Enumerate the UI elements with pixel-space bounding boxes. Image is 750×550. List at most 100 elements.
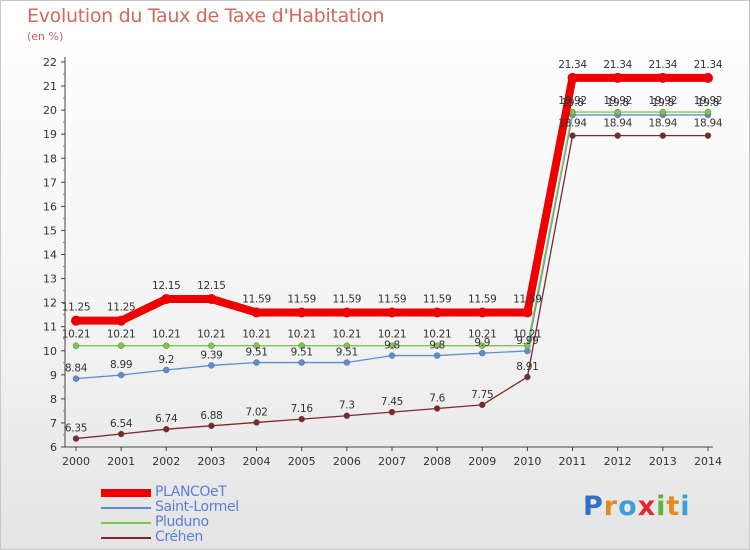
y-tick-label: 8 [50,393,57,406]
data-point [479,342,486,349]
chart-title: Evolution du Taux de Taxe d'Habitation [27,5,385,27]
data-point [567,72,578,83]
data-label: 19.8 [697,97,719,109]
data-point [614,108,621,116]
data-point [253,342,260,349]
data-point [479,349,486,357]
data-label: 7.6 [429,393,445,405]
proxiti-logo: Proxiti [583,491,691,522]
data-label: 9.8 [429,340,445,352]
chart-legend: PLANCOeT Saint-Lormel Pluduno Créhen [101,484,361,545]
legend-item-plancoet: PLANCOeT [101,484,361,500]
data-point [522,307,533,318]
y-tick-label: 12 [43,297,57,310]
data-point [657,72,668,83]
x-tick-label: 2007 [378,455,406,468]
y-tick-label: 9 [50,369,57,382]
data-point [702,72,713,83]
data-point [659,132,667,139]
data-label: 10.21 [287,329,316,341]
y-tick-label: 18 [43,152,57,165]
data-label: 10.21 [333,329,362,341]
data-label: 7.45 [381,396,403,408]
data-point [433,342,441,349]
data-label: 19.92 [694,95,723,107]
y-tick-label: 15 [43,224,57,237]
x-tick-label: 2008 [423,455,451,468]
data-label: 11.59 [333,293,362,305]
x-tick-label: 2013 [649,455,677,468]
data-point [524,342,531,349]
data-label: 10.21 [197,329,226,341]
data-label: 11.59 [513,293,542,305]
data-label: 7.75 [471,389,493,401]
x-tick-label: 2012 [604,455,632,468]
legend-label: Pluduno [155,514,209,530]
data-label: 21.34 [603,59,632,71]
data-label: 9.2 [158,354,174,366]
data-label: 10.21 [152,329,181,341]
x-tick-label: 2009 [468,455,496,468]
data-label: 11.59 [378,293,407,305]
data-label: 12.15 [152,280,181,292]
data-label: 9.39 [200,349,222,361]
data-point [163,366,170,374]
legend-swatch [101,537,151,539]
data-label: 6.35 [65,423,87,435]
x-tick-label: 2001 [107,455,135,468]
data-label: 9.99 [516,335,538,347]
data-label: 18.94 [558,118,587,130]
data-point [704,108,712,116]
data-label: 9.51 [291,347,313,359]
x-tick-label: 2006 [333,455,361,468]
data-point [388,352,396,359]
y-tick-label: 22 [43,56,57,69]
data-label: 6.88 [200,410,222,422]
data-label: 6.74 [155,413,178,425]
data-label: 8.84 [65,363,88,375]
data-point [386,307,397,318]
legend-label: PLANCOeT [155,484,227,500]
logo-letter: r [603,491,619,522]
data-point [659,108,667,116]
data-point [71,315,81,326]
data-point [477,307,488,318]
legend-swatch [101,507,151,509]
data-point [117,371,125,379]
data-point [388,408,396,416]
data-point [163,342,170,349]
data-point [432,307,443,318]
data-label: 19.8 [607,97,629,109]
data-label: 10.21 [468,329,497,341]
logo-letter: o [618,491,638,522]
data-label: 11.25 [62,302,91,314]
logo-letter: i [656,491,667,522]
data-point [479,401,486,409]
data-label: 11.59 [242,293,271,305]
data-point [163,425,170,433]
data-point [251,307,262,318]
data-point [253,419,260,426]
data-label: 10.21 [107,329,136,341]
x-tick-label: 2003 [197,455,225,468]
data-label: 7.3 [339,400,355,412]
data-point [72,342,80,349]
x-tick-label: 2010 [513,455,541,468]
x-tick-label: 2014 [694,455,722,468]
data-point [72,375,80,382]
data-label: 21.34 [694,59,723,71]
y-tick-label: 16 [43,200,57,213]
data-label: 8.99 [110,359,132,371]
data-point [208,422,215,430]
legend-swatch [101,522,151,524]
y-tick-label: 10 [43,345,57,358]
logo-letter: x [637,491,657,522]
y-tick-label: 6 [50,441,57,454]
data-label: 12.15 [197,280,226,292]
logo-letter: i [680,491,691,522]
legend-item-pluduno: Pluduno [101,514,361,530]
data-label: 18.94 [694,118,723,130]
data-label: 9.8 [384,340,400,352]
data-point [298,342,305,349]
